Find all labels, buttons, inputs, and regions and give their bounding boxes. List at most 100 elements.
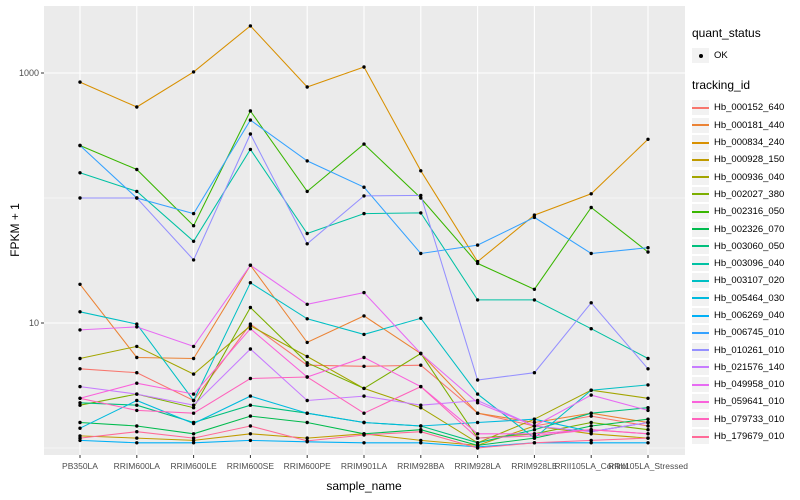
y-axis-title: FPKM + 1 xyxy=(8,203,22,257)
data-point xyxy=(305,242,309,246)
data-point xyxy=(475,441,480,445)
data-point xyxy=(419,251,423,256)
data-point xyxy=(78,420,82,425)
data-point xyxy=(305,420,309,425)
legend-item: Hb_079733_010 xyxy=(692,411,798,428)
legend-key-swatch xyxy=(692,169,709,185)
legend-key-swatch xyxy=(692,273,709,289)
data-point xyxy=(305,340,309,345)
data-point xyxy=(419,316,423,320)
legend-item-label: Hb_006745_010 xyxy=(714,327,785,339)
legend-item: Hb_000928_150 xyxy=(692,151,798,168)
legend-line-icon xyxy=(692,245,709,248)
data-point xyxy=(191,356,196,361)
legend-item-label: Hb_000928_150 xyxy=(714,154,785,166)
legend-item: Hb_006269_040 xyxy=(692,307,798,324)
data-point xyxy=(419,424,423,428)
data-point xyxy=(362,433,366,437)
data-point xyxy=(362,194,366,198)
data-point xyxy=(191,432,196,436)
data-point xyxy=(475,298,480,302)
legend-item: Hb_010261_010 xyxy=(692,341,798,358)
data-point xyxy=(362,314,366,318)
data-point xyxy=(419,193,423,198)
data-point xyxy=(135,430,139,434)
y-tick-label: 10 xyxy=(28,318,39,328)
data-point xyxy=(135,325,139,329)
data-point xyxy=(135,424,139,428)
data-point xyxy=(305,436,309,440)
data-point xyxy=(78,403,82,407)
legend-key-swatch xyxy=(692,186,709,202)
data-point xyxy=(191,239,196,243)
data-point xyxy=(78,426,82,430)
data-point xyxy=(362,394,366,398)
data-point xyxy=(589,301,593,305)
data-point xyxy=(646,246,650,250)
data-point xyxy=(589,205,593,210)
legend-item-label: Hb_003096_040 xyxy=(714,258,785,270)
data-point xyxy=(532,371,537,375)
data-point xyxy=(532,215,537,220)
y-tick-label: 1000 xyxy=(18,68,39,78)
data-point xyxy=(362,290,366,295)
data-point xyxy=(248,394,253,398)
data-point xyxy=(475,432,480,436)
data-point xyxy=(419,169,423,173)
legend-key-point xyxy=(692,48,709,64)
data-point xyxy=(646,424,650,428)
legend-item-label: Hb_049958_010 xyxy=(714,379,785,391)
legend-item: Hb_000152_640 xyxy=(692,99,798,116)
data-point xyxy=(248,438,253,443)
data-point xyxy=(419,384,423,389)
legend-key-swatch xyxy=(692,377,709,393)
x-tick-label: RRIM600LA xyxy=(113,461,160,471)
data-point xyxy=(248,118,253,122)
data-point xyxy=(135,392,139,396)
data-point xyxy=(248,281,253,285)
legend-item: Hb_002326_070 xyxy=(692,220,798,237)
data-point xyxy=(191,421,196,426)
x-tick-label: RRIM600PE xyxy=(283,461,331,471)
data-point xyxy=(362,355,366,360)
data-point xyxy=(475,436,480,440)
data-point xyxy=(78,80,82,84)
data-point xyxy=(248,414,253,418)
legend-key-swatch xyxy=(692,221,709,237)
data-point xyxy=(475,420,480,425)
data-point xyxy=(248,24,253,28)
data-point xyxy=(532,441,537,445)
legend-item: Hb_003107_020 xyxy=(692,272,798,289)
data-point xyxy=(248,324,253,328)
data-point xyxy=(135,344,139,349)
data-point xyxy=(248,147,253,152)
legend-item-label: Hb_000181_440 xyxy=(714,119,785,131)
legend-key-swatch xyxy=(692,359,709,375)
data-point xyxy=(532,424,537,428)
legend-item-label: Hb_003060_050 xyxy=(714,240,785,252)
data-point xyxy=(305,439,309,443)
data-point xyxy=(191,392,196,396)
data-point xyxy=(305,159,309,163)
data-point xyxy=(305,354,309,359)
legend-key-swatch xyxy=(692,308,709,323)
data-point xyxy=(532,434,537,438)
data-point xyxy=(191,398,196,403)
legend-item-label: Hb_002326_070 xyxy=(714,223,785,235)
data-point xyxy=(78,367,82,371)
data-point xyxy=(362,211,366,216)
data-point xyxy=(135,381,139,385)
data-point xyxy=(475,401,480,405)
data-point xyxy=(305,231,309,236)
x-tick-label: RRIM928LE xyxy=(511,461,558,471)
data-point xyxy=(135,436,139,440)
data-point xyxy=(191,211,196,216)
data-point xyxy=(135,403,139,407)
data-point xyxy=(419,351,423,356)
legend-title-quant-status: quant_status xyxy=(692,26,761,40)
data-point xyxy=(135,398,139,403)
data-point xyxy=(78,282,82,286)
data-point xyxy=(78,196,82,200)
data-point xyxy=(646,406,650,410)
